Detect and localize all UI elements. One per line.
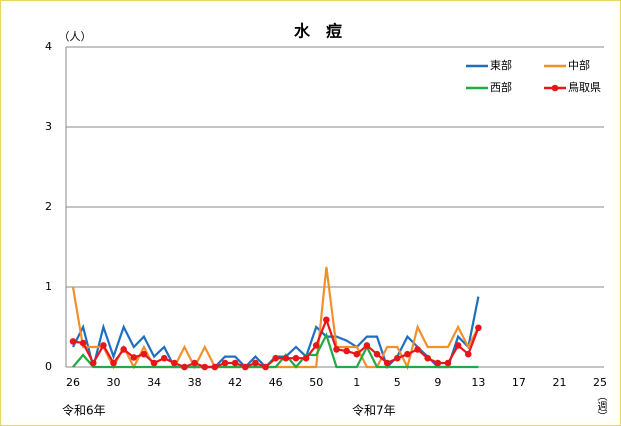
- point: [333, 346, 340, 353]
- point: [231, 359, 239, 367]
- era-label: 令和6年: [62, 403, 106, 418]
- x-tick-label: 1: [353, 376, 360, 389]
- point: [262, 363, 269, 371]
- point: [373, 350, 381, 358]
- point: [282, 354, 290, 362]
- y-tick-label: 0: [45, 360, 52, 373]
- point: [312, 342, 320, 349]
- x-tick-label: 26: [66, 376, 80, 389]
- point: [302, 354, 310, 362]
- y-tick-label: 3: [45, 120, 52, 133]
- x-tick-label: 46: [269, 376, 283, 389]
- point: [252, 359, 259, 367]
- x-tick-label: 17: [512, 376, 526, 389]
- point: [241, 363, 249, 371]
- point: [79, 339, 87, 347]
- point: [191, 359, 198, 367]
- point: [221, 359, 229, 367]
- x-tick-label: 5: [394, 376, 401, 389]
- point: [434, 359, 442, 367]
- point: [160, 354, 168, 362]
- point: [110, 359, 117, 367]
- legend-label: 西部: [490, 80, 512, 94]
- point: [363, 342, 371, 349]
- point: [353, 350, 361, 358]
- point: [130, 354, 138, 361]
- y-tick-label: 1: [45, 280, 52, 293]
- point: [272, 354, 279, 362]
- x-tick-label: 30: [107, 376, 121, 389]
- x-tick-label: 21: [552, 376, 566, 389]
- point: [343, 347, 350, 355]
- legend-label: 中部: [568, 58, 590, 72]
- y-tick-label: 4: [45, 40, 52, 53]
- point: [171, 359, 178, 367]
- y-tick-label: 2: [45, 200, 52, 213]
- era-label: 令和7年: [352, 403, 396, 418]
- point: [323, 316, 330, 324]
- point: [424, 354, 432, 362]
- x-tick-label: 25: [593, 376, 607, 389]
- point: [444, 359, 452, 367]
- x-tick-label: 9: [434, 376, 441, 389]
- point: [201, 363, 209, 371]
- point: [150, 359, 158, 367]
- legend-label: 鳥取県: [568, 80, 601, 94]
- point: [69, 338, 77, 345]
- x-tick-label: 13: [471, 376, 485, 389]
- point: [464, 350, 472, 358]
- x-tick-label: 50: [309, 376, 323, 389]
- point: [404, 350, 411, 358]
- legend-label: 東部: [490, 58, 512, 72]
- point: [140, 350, 148, 358]
- point: [394, 354, 401, 362]
- y-axis-label: （人）: [59, 30, 92, 43]
- x-tick-label: 34: [147, 376, 161, 389]
- point: [414, 346, 421, 353]
- series-line: [72, 332, 479, 369]
- point: [211, 363, 219, 371]
- point: [181, 363, 188, 371]
- point: [454, 342, 462, 349]
- point: [292, 354, 300, 362]
- point: [89, 359, 97, 367]
- point: [120, 346, 127, 353]
- legend-marker: [551, 84, 559, 92]
- x-tick-label: 42: [228, 376, 242, 389]
- point: [475, 324, 482, 332]
- x-axis-label: （週）: [595, 391, 607, 421]
- point: [100, 342, 107, 349]
- point: [383, 359, 391, 367]
- x-tick-label: 38: [188, 376, 202, 389]
- chart-title: 水 痘: [294, 22, 342, 41]
